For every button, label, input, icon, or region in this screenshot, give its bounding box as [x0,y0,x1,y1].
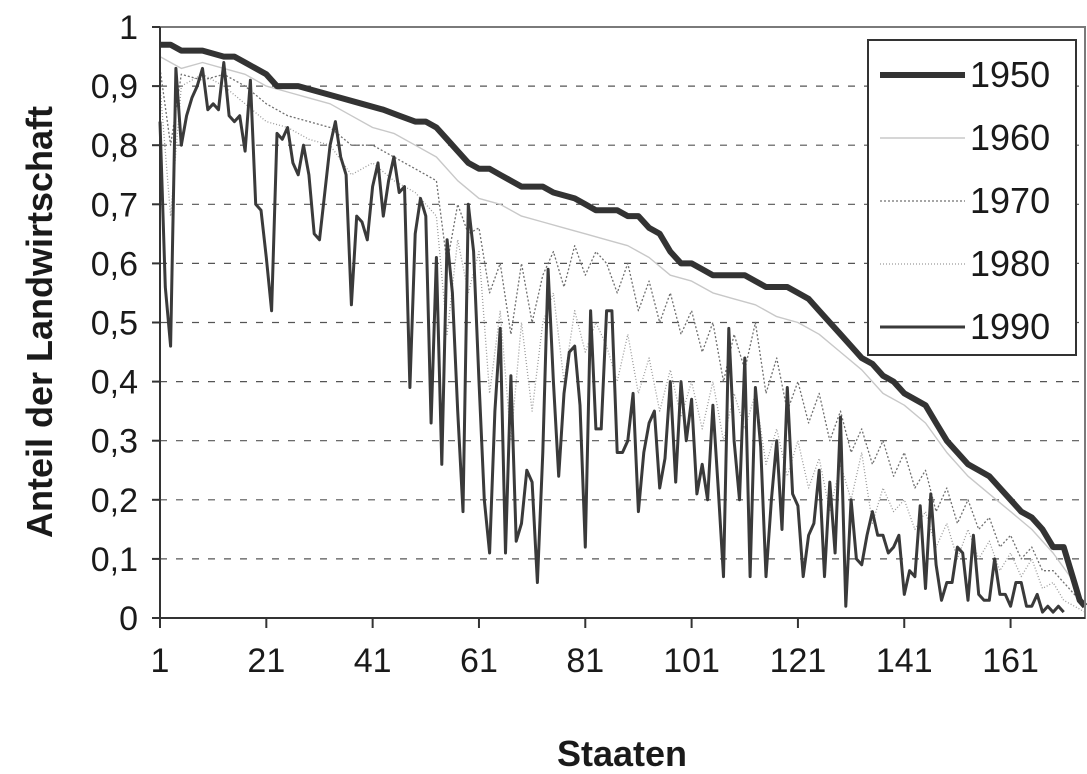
y-tick-labels: 0 0,1 0,2 0,3 0,4 0,5 0,6 0,7 0,8 0,9 1 [91,9,160,638]
series-line-1960 [159,55,1086,607]
series-layer [158,41,1087,614]
y-tick-label-0: 0 [119,600,138,638]
x-tick-label-8: 161 [982,642,1039,680]
y-tick-label-1: 0,1 [91,541,138,579]
legend-label-1990: 1990 [970,306,1050,347]
series-line-1950 [160,41,1087,609]
y-tick-label-6: 0,6 [91,245,138,283]
y-axis-title: Anteil der Landwirtschaft [19,106,60,538]
y-tick-label-7: 0,7 [91,186,138,224]
y-tick-label-5: 0,5 [91,305,138,343]
x-tick-label-1: 21 [247,642,285,680]
x-tick-label-2: 41 [354,642,392,680]
x-tick-label-4: 81 [566,642,604,680]
legend-label-1960: 1960 [970,117,1050,158]
legend-label-1950: 1950 [970,54,1050,95]
legend: 1950 1960 1970 1980 1990 [867,39,1077,356]
y-tick-label-4: 0,4 [91,364,138,402]
legend-label-1970: 1970 [970,180,1050,221]
y-tick-label-3: 0,3 [91,423,138,461]
x-tick-label-3: 61 [460,642,498,680]
legend-label-1980: 1980 [970,243,1050,284]
x-tick-label-0: 1 [151,642,170,680]
x-tick-label-5: 101 [663,642,720,680]
y-tick-label-10: 1 [119,9,138,47]
x-tick-label-6: 121 [770,642,827,680]
y-tick-label-8: 0,8 [91,127,138,165]
legend-box [867,39,1077,356]
series-line-1990 [158,61,1065,614]
x-tick-label-7: 141 [876,642,933,680]
x-tick-labels: 1 21 41 61 81 101 121 141 161 [151,618,1039,680]
x-axis-title: Staaten [557,733,687,774]
y-tick-label-9: 0,9 [91,68,138,106]
y-tick-label-2: 0,2 [91,482,138,520]
